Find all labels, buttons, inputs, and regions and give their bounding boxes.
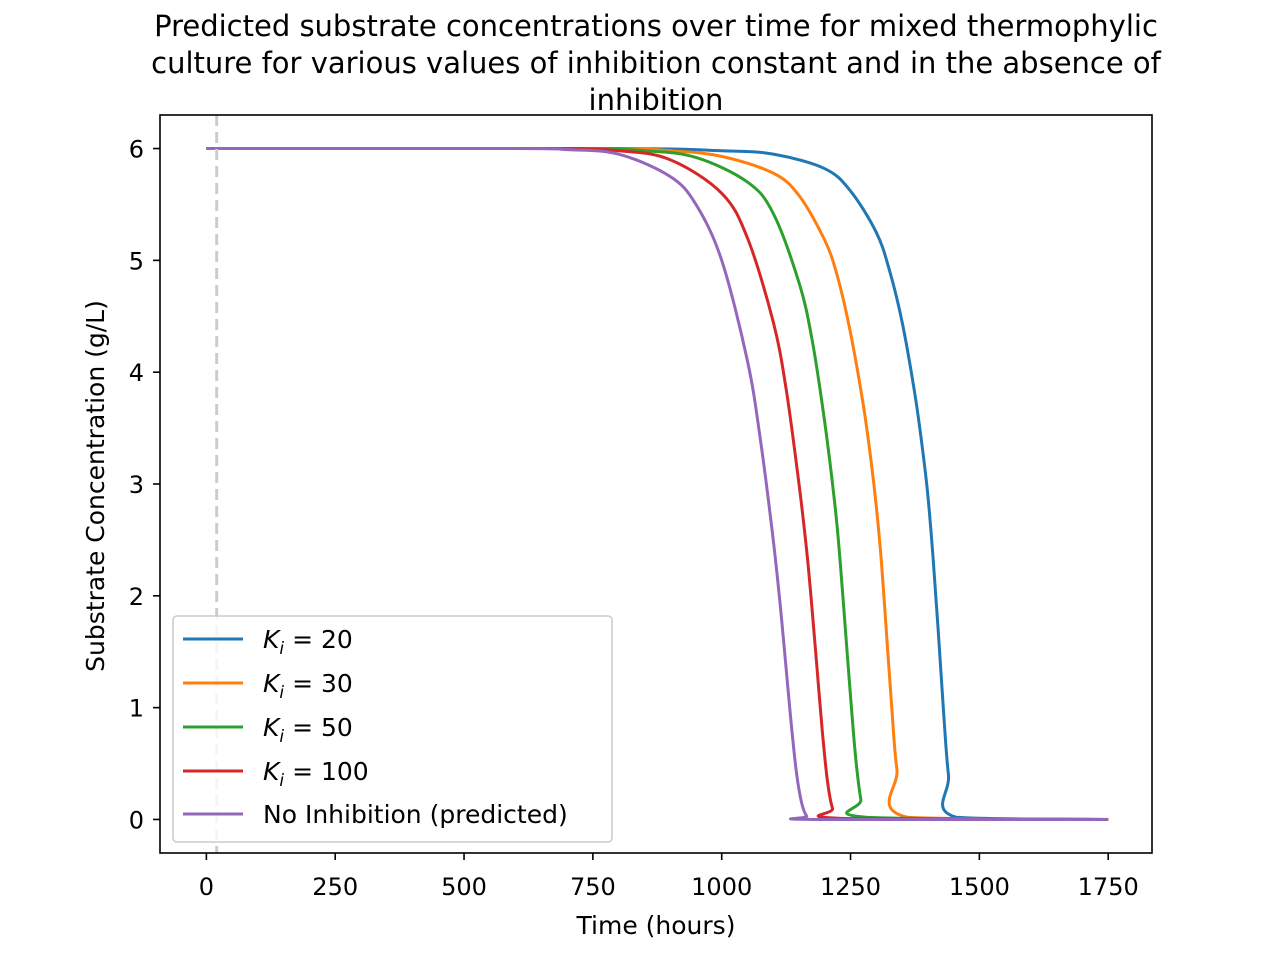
series-line-1 [206,147,1109,821]
chart-title-line: inhibition [589,83,724,117]
x-tick-label: 1000 [691,873,752,901]
legend-subscript: i [279,683,284,703]
legend-symbol: K [263,625,282,654]
legend-symbol: K [263,757,282,786]
legend-value: = 20 [284,625,353,654]
legend-value: = 100 [284,757,369,786]
y-tick-label: 2 [129,583,144,611]
chart-title-line: culture for various values of inhibition… [151,46,1162,80]
legend-value: = 30 [284,669,353,698]
x-tick-label: 1500 [949,873,1010,901]
x-axis-ticks: 0 250 500 750 1000 1250 1500 1750 [199,853,1139,901]
x-tick-label: 750 [570,873,616,901]
legend-subscript: i [279,727,284,747]
legend-value: = 50 [284,713,353,742]
legend-entry-1: Ki = 30 [263,669,353,703]
x-tick-label: 1750 [1078,873,1139,901]
y-tick-label: 0 [129,806,144,834]
series-line-0 [206,147,1109,821]
x-tick-label: 1250 [820,873,881,901]
x-tick-label: 0 [199,873,214,901]
legend-value: No Inhibition (predicted) [263,800,568,829]
chart-title-line: Predicted substrate concentrations over … [154,9,1158,43]
legend-symbol: K [263,713,282,742]
legend-subscript: i [279,639,284,659]
x-tick-label: 500 [441,873,487,901]
legend-entry-4: No Inhibition (predicted) [263,800,568,829]
y-axis-ticks: 0 1 2 3 4 5 6 [129,136,160,834]
chart-title: Predicted substrate concentrations over … [151,9,1162,117]
legend-entry-3: Ki = 100 [263,757,369,791]
y-tick-label: 5 [129,247,144,275]
y-tick-label: 6 [129,136,144,164]
series-line-2 [206,147,1109,821]
legend-entry-2: Ki = 50 [263,713,353,747]
y-axis-label: Substrate Concentration (g/L) [81,300,110,672]
series-lines [206,147,1109,821]
x-tick-label: 250 [312,873,358,901]
legend-entry-0: Ki = 20 [263,625,353,659]
legend-symbol: K [263,669,282,698]
legend-subscript: i [279,771,284,791]
y-tick-label: 3 [129,471,144,499]
x-axis-label: Time (hours) [576,911,736,940]
series-line-4 [206,147,1109,821]
legend-box [172,615,613,843]
y-tick-label: 1 [129,695,144,723]
series-line-3 [206,147,1109,821]
y-tick-label: 4 [129,359,144,387]
